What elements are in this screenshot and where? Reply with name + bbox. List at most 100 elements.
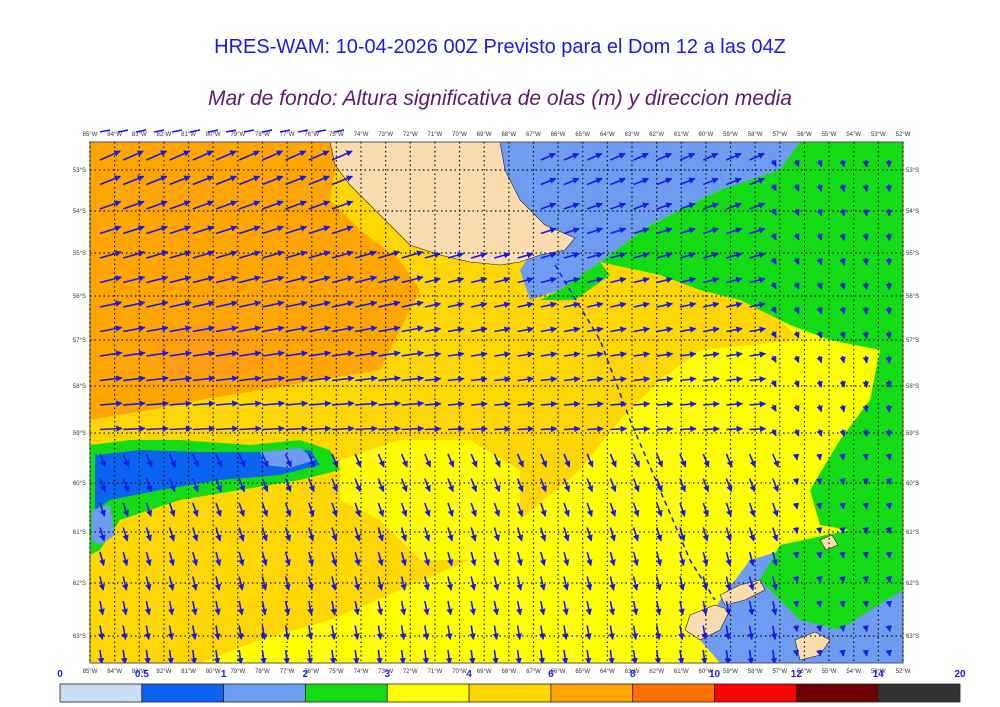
longitude-label: 67°W [526,132,541,138]
direction-arrow [331,225,354,235]
direction-arrow [703,425,720,433]
direction-arrow [515,625,523,640]
latitude-label: 63°S [906,634,919,640]
direction-arrow [238,250,261,259]
direction-arrow [424,376,442,383]
direction-arrow [215,250,238,259]
direction-arrow [284,576,291,591]
direction-arrow [632,453,640,468]
direction-arrow [262,250,285,259]
longitude-label: 82°W [157,669,172,675]
direction-arrow [331,175,354,186]
direction-arrow [308,200,331,210]
direction-arrow [563,351,581,358]
direction-arrow [816,453,823,461]
direction-arrow [770,282,777,290]
direction-arrow [494,425,512,433]
direction-arrow [726,425,744,433]
direction-arrow [656,376,674,383]
direction-arrow [262,425,286,432]
longitude-label: 65°W [575,132,590,138]
direction-arrow [540,152,557,161]
direction-arrow [331,453,339,468]
direction-arrow [701,625,708,640]
direction-arrow [792,551,800,559]
direction-arrow [816,306,823,315]
direction-arrow [470,527,477,542]
direction-arrow [725,502,733,517]
direction-arrow [702,177,719,186]
direction-arrow [587,301,604,308]
direction-arrow [656,453,664,468]
direction-arrow [122,478,130,493]
direction-arrow [494,276,511,284]
direction-arrow [585,625,592,640]
direction-arrow [655,576,662,591]
direction-arrow [169,300,192,308]
direction-arrow [215,175,238,186]
direction-arrow [770,208,777,216]
longitude-label: 83°W [132,132,147,138]
scale-tick-label: 0.5 [135,669,149,680]
direction-arrow [632,576,639,591]
direction-arrow [331,551,338,567]
direction-arrow [493,502,501,517]
direction-arrow [400,600,407,616]
direction-arrow [656,202,673,210]
direction-arrow [215,275,238,284]
direction-arrow [862,453,869,461]
longitude-label: 78°W [255,669,270,675]
direction-arrow [192,527,199,542]
direction-arrow [563,177,580,186]
direction-arrow [839,429,846,437]
direction-arrow [493,551,500,567]
direction-arrow [122,453,130,468]
direction-arrow [703,326,720,333]
direction-arrow [816,257,823,266]
direction-arrow [702,527,709,542]
direction-arrow [423,551,431,567]
direction-arrow [633,252,650,259]
direction-arrow [308,527,315,542]
direction-arrow [146,150,168,161]
direction-arrow [771,600,778,616]
direction-arrow [772,502,779,517]
direction-arrow [447,527,454,542]
direction-arrow [540,453,548,468]
direction-arrow [703,276,720,284]
direction-arrow [679,453,687,468]
direction-arrow [285,400,309,407]
direction-arrow [563,252,580,259]
direction-arrow [516,502,524,517]
direction-arrow [517,301,534,308]
direction-arrow [355,375,378,382]
direction-arrow [517,376,535,383]
direction-arrow [424,326,442,333]
longitude-label: 68°W [501,132,516,138]
direction-arrow [122,551,129,567]
direction-arrow [702,202,719,210]
direction-arrow [563,502,570,517]
direction-arrow [656,326,674,333]
direction-arrow [447,425,465,433]
direction-arrow [215,375,239,382]
scale-color-box [223,683,306,703]
longitude-label: 76°W [304,132,319,138]
direction-arrow [610,351,627,358]
direction-arrow [169,175,191,186]
direction-arrow [331,527,338,542]
direction-arrow [633,202,650,210]
longitude-label: 63°W [625,669,640,675]
direction-arrow [633,351,651,358]
direction-arrow [135,129,147,133]
direction-arrow [330,576,338,591]
chart-subtitle: Mar de fondo: Altura significativa de ol… [208,87,792,110]
longitude-label: 70°W [452,669,467,675]
direction-arrow [191,600,198,616]
direction-arrow [792,625,800,633]
latitude-label: 60°S [73,481,86,487]
direction-arrow [145,576,152,591]
direction-arrow [839,380,846,388]
direction-arrow [400,551,407,567]
direction-arrow [353,625,360,640]
